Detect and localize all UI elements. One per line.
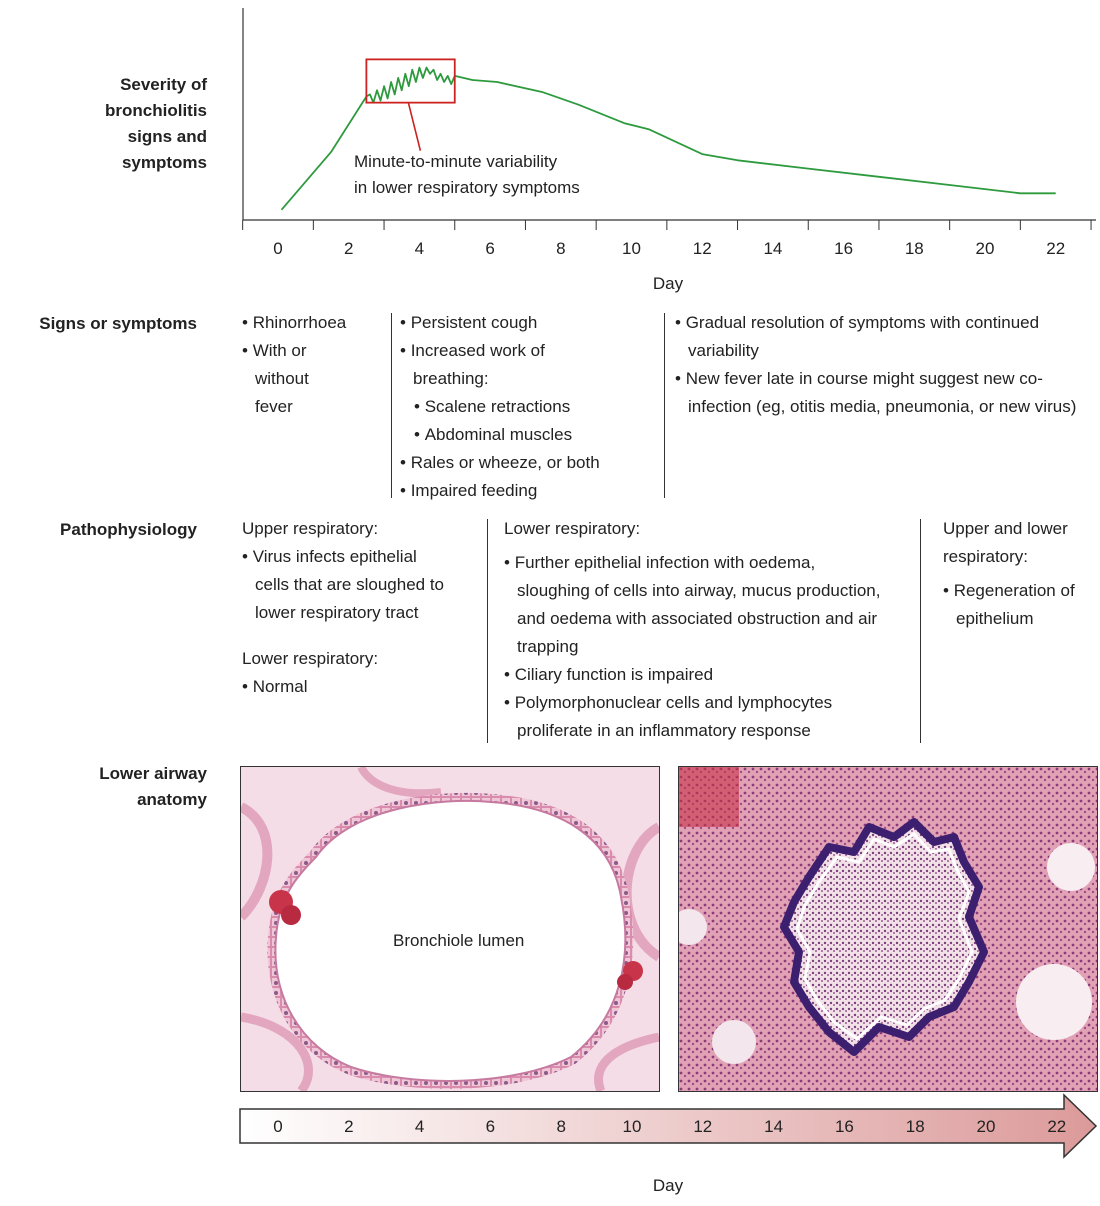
x-tick-label: 22 bbox=[1046, 239, 1065, 258]
x-tick-label: 8 bbox=[556, 239, 565, 258]
timeline-tick-label: 10 bbox=[623, 1117, 642, 1136]
severity-series-line bbox=[280, 66, 1056, 211]
patho-heading: Upper respiratory: bbox=[242, 519, 379, 538]
timeline-tick-label: 18 bbox=[906, 1117, 925, 1136]
x-tick-label: 6 bbox=[485, 239, 494, 258]
list-item: Virus infects epithelial cells that are … bbox=[242, 543, 455, 627]
list-item: Rales or wheeze, or both bbox=[400, 449, 660, 477]
column-divider bbox=[920, 519, 921, 743]
list-item: Increased work of breathing: bbox=[400, 337, 603, 393]
timeline-tick-label: 2 bbox=[344, 1117, 353, 1136]
timeline-tick-label: 4 bbox=[415, 1117, 424, 1136]
sub-list-item: Abdominal muscles bbox=[400, 421, 660, 449]
x-tick-label: 16 bbox=[834, 239, 853, 258]
list-item: Gradual resolution of symptoms with cont… bbox=[675, 309, 1095, 365]
severity-label-line: bronchiolitis bbox=[105, 101, 207, 120]
list-item: With or without fever bbox=[242, 337, 335, 421]
signs-col-peak: Persistent coughIncreased work of breath… bbox=[400, 309, 660, 505]
healthy-bronchiole-image: Bronchiole lumen bbox=[240, 766, 660, 1092]
severity-label-line: symptoms bbox=[121, 153, 207, 172]
timeline-tick-label: 16 bbox=[835, 1117, 854, 1136]
x-tick-label: 18 bbox=[905, 239, 924, 258]
timeline-tick-label: 22 bbox=[1047, 1117, 1066, 1136]
timeline-tick-labels: 0 2 4 6 8 10 12 14 16 18 20 22 bbox=[273, 1117, 1066, 1136]
x-tick-label: 0 bbox=[273, 239, 282, 258]
x-tick-label: 12 bbox=[693, 239, 712, 258]
list-item: Ciliary function is impaired bbox=[504, 661, 894, 689]
anatomy-row-label: Lower airway anatomy bbox=[7, 761, 207, 813]
annotation-text-line: in lower respiratory symptoms bbox=[354, 178, 580, 197]
timeline-day-label: Day bbox=[653, 1176, 684, 1195]
patho-col-peak: Lower respiratory: Further epithelial in… bbox=[504, 515, 894, 745]
list-item: Normal bbox=[242, 673, 462, 701]
patho-heading: Upper and lower respiratory: bbox=[943, 519, 1068, 566]
signs-row-label: Signs or symptoms bbox=[39, 314, 197, 333]
healthy-bronchiole-illustration bbox=[241, 767, 659, 1091]
sub-list-item: Scalene retractions bbox=[400, 393, 660, 421]
chart-axes bbox=[242, 8, 1096, 221]
annotation-leader-line bbox=[407, 102, 422, 151]
list-item: New fever late in course might suggest n… bbox=[675, 365, 1078, 421]
day-timeline-arrow: 0 2 4 6 8 10 12 14 16 18 20 22 Day bbox=[239, 1093, 1098, 1195]
annotation-text-line: Minute-to-minute variability bbox=[354, 152, 558, 171]
x-axis-label: Day bbox=[653, 274, 684, 293]
timeline-tick-label: 12 bbox=[693, 1117, 712, 1136]
timeline-tick-label: 6 bbox=[486, 1117, 495, 1136]
list-item: Polymorphonuclear cells and lymphocytes … bbox=[504, 689, 892, 745]
patho-heading: Lower respiratory: bbox=[242, 649, 379, 668]
infected-bronchiole-illustration bbox=[679, 767, 1097, 1091]
chart-series bbox=[280, 66, 1056, 211]
timeline-tick-label: 0 bbox=[273, 1117, 282, 1136]
patho-col-early: Upper respiratory: Virus infects epithel… bbox=[242, 515, 462, 701]
severity-line-chart: 0 2 4 6 8 10 12 14 16 18 20 22 Minute-to-minute var… bbox=[242, 8, 1096, 293]
severity-label-line: Severity of bbox=[120, 75, 207, 94]
patho-heading: Lower respiratory: bbox=[504, 519, 641, 538]
anatomy-label-line: Lower airway bbox=[99, 764, 207, 783]
column-divider bbox=[487, 519, 488, 743]
pathophysiology-row-label: Pathophysiology bbox=[60, 520, 197, 539]
column-divider bbox=[391, 313, 392, 498]
signs-col-late: Gradual resolution of symptoms with cont… bbox=[675, 309, 1095, 421]
list-item: Persistent cough bbox=[400, 309, 660, 337]
anatomy-label-line: anatomy bbox=[137, 790, 207, 809]
bronchiole-lumen-caption: Bronchiole lumen bbox=[393, 931, 525, 950]
signs-col-early: Rhinorrhoea With or without fever bbox=[242, 309, 382, 421]
list-item: Regeneration of epithelium bbox=[943, 577, 1093, 633]
x-axis-ticks: 0 2 4 6 8 10 12 14 16 18 20 22 bbox=[242, 220, 1092, 258]
variability-annotation: Minute-to-minute variability in lower res… bbox=[354, 58, 580, 197]
column-divider bbox=[664, 313, 665, 498]
list-item: Further epithelial infection with oedema… bbox=[504, 549, 892, 661]
x-tick-label: 2 bbox=[344, 239, 353, 258]
variability-highlight-box bbox=[365, 58, 456, 104]
list-item: Impaired feeding bbox=[400, 477, 660, 505]
x-tick-label: 20 bbox=[976, 239, 995, 258]
infected-bronchiole-image bbox=[678, 766, 1098, 1092]
severity-axis-label: Severity of bronchiolitis signs and symp… bbox=[17, 72, 207, 176]
x-tick-label: 14 bbox=[763, 239, 782, 258]
x-tick-label: 4 bbox=[415, 239, 424, 258]
x-tick-label: 10 bbox=[622, 239, 641, 258]
severity-label-line: signs and bbox=[127, 127, 207, 146]
patho-col-late: Upper and lower respiratory: Regeneratio… bbox=[943, 515, 1093, 633]
list-item: Rhinorrhoea bbox=[242, 309, 382, 337]
timeline-tick-label: 14 bbox=[764, 1117, 783, 1136]
timeline-tick-label: 8 bbox=[556, 1117, 565, 1136]
timeline-tick-label: 20 bbox=[977, 1117, 996, 1136]
timeline-arrow-shape bbox=[239, 1093, 1098, 1159]
